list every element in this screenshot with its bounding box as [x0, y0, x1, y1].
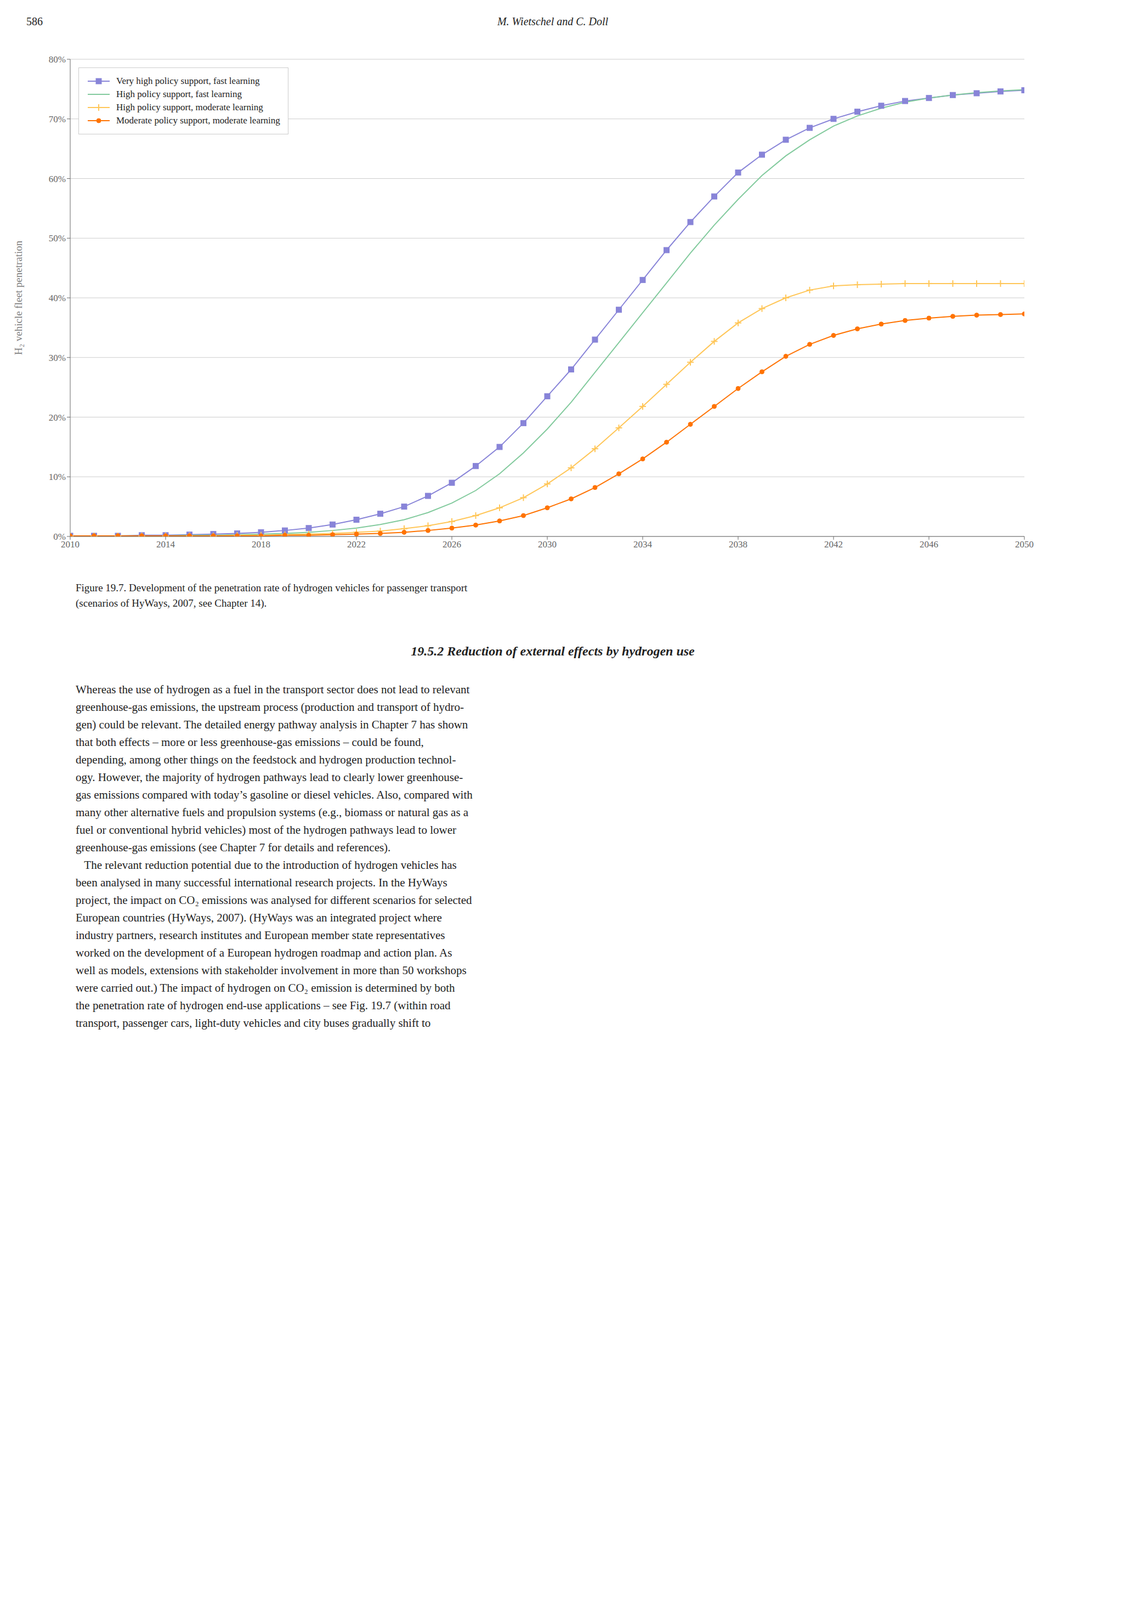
- html-text:gas emissions compared with to: gas emissions compared with today’s gaso…: [75, 788, 473, 802]
- html-text:that both effects – more or le: that both effects – more or less greenho…: [75, 735, 424, 749]
- html-text:ogy. However, the majority of: ogy. However, the majority of hydrogen p…: [75, 770, 463, 784]
- html-text:greenhouse-gas emissions (see: greenhouse-gas emissions (see Chapter 7 …: [75, 840, 391, 854]
- html-text:transport, passenger cars, lig: transport, passenger cars, light-duty ve…: [75, 1016, 431, 1030]
- svg-text:0%: 0%: [53, 531, 66, 542]
- svg-text:60%: 60%: [48, 173, 66, 185]
- svg-text:2010: 2010: [60, 539, 80, 550]
- svg-text:20%: 20%: [48, 412, 66, 423]
- html-text:High policy support, moderate: High policy support, moderate learning: [116, 101, 264, 113]
- svg-text:2018: 2018: [251, 539, 271, 550]
- html-text:High policy support, fast lear: High policy support, fast learning: [116, 88, 242, 100]
- html-text:Whereas the use of hydrogen as: Whereas the use of hydrogen as a fuel in…: [75, 682, 470, 696]
- svg-text:2026: 2026: [442, 539, 462, 550]
- svg-text:2038: 2038: [728, 539, 748, 550]
- svg-text:2022: 2022: [347, 539, 366, 550]
- html-text:(scenarios of HyWays, 2007, se: (scenarios of HyWays, 2007, see Chapter …: [75, 597, 267, 609]
- html-text:worked on the development of a: worked on the development of a European …: [75, 945, 453, 960]
- html-text:industry partners, research in: industry partners, research institutes a…: [75, 928, 446, 942]
- html-text:fuel or conventional hybrid ve: fuel or conventional hybrid vehicles) mo…: [75, 823, 457, 837]
- html-text:well as models, extensions wit: well as models, extensions with stakehol…: [75, 963, 467, 977]
- svg-text:2030: 2030: [537, 539, 557, 550]
- svg-text:30%: 30%: [48, 352, 66, 364]
- html-text:depending, among other things: depending, among other things on the fee…: [75, 752, 456, 767]
- html-text:project, the impact on CO₂ emi: project, the impact on CO₂ emissions was…: [75, 893, 472, 907]
- html-text:Figure 19.7. Development of th: Figure 19.7. Development of the penetrat…: [75, 581, 468, 594]
- svg-text:H₂ vehicle fleet penetration: H₂ vehicle fleet penetration: [12, 240, 25, 355]
- html-text:been analysed in many successf: been analysed in many successful interna…: [75, 875, 448, 889]
- svg-text:80%: 80%: [48, 54, 66, 65]
- html-text:gen) could be relevant. The de: gen) could be relevant. The detailed ene…: [75, 717, 468, 731]
- html-text:Very high policy support, fast: Very high policy support, fast learning: [116, 75, 260, 87]
- html-text:M. Wietschel and C. Doll: M. Wietschel and C. Doll: [497, 15, 609, 28]
- html-text:greenhouse-gas emissions, the: greenhouse-gas emissions, the upstream p…: [75, 700, 464, 714]
- html-text:586: 586: [26, 15, 43, 28]
- html-text:the penetration rate of hydrog: the penetration rate of hydrogen end-use…: [75, 998, 451, 1012]
- svg-text:2042: 2042: [824, 539, 843, 550]
- svg-text:40%: 40%: [48, 292, 66, 304]
- html-text:Moderate policy support, moder: Moderate policy support, moderate learni…: [116, 115, 281, 126]
- html-text:The relevant reduction potenti: The relevant reduction potential due to …: [75, 858, 457, 872]
- svg-text:2050: 2050: [1015, 539, 1034, 550]
- svg-text:50%: 50%: [48, 233, 66, 244]
- html-text:were carried out.) The impact: were carried out.) The impact of hydroge…: [75, 981, 455, 995]
- svg-text:2034: 2034: [633, 539, 653, 550]
- svg-text:70%: 70%: [48, 114, 66, 125]
- svg-text:2046: 2046: [919, 539, 939, 550]
- html-text:19.5.2 Reduction of external e: 19.5.2 Reduction of external effects by …: [410, 643, 695, 659]
- html-text:many other alternative fuels a: many other alternative fuels and propuls…: [75, 805, 469, 819]
- html-text:European countries (HyWays, 20: European countries (HyWays, 2007). (HyWa…: [75, 910, 442, 925]
- svg-text:2014: 2014: [156, 539, 176, 550]
- svg-text:10%: 10%: [48, 471, 66, 483]
